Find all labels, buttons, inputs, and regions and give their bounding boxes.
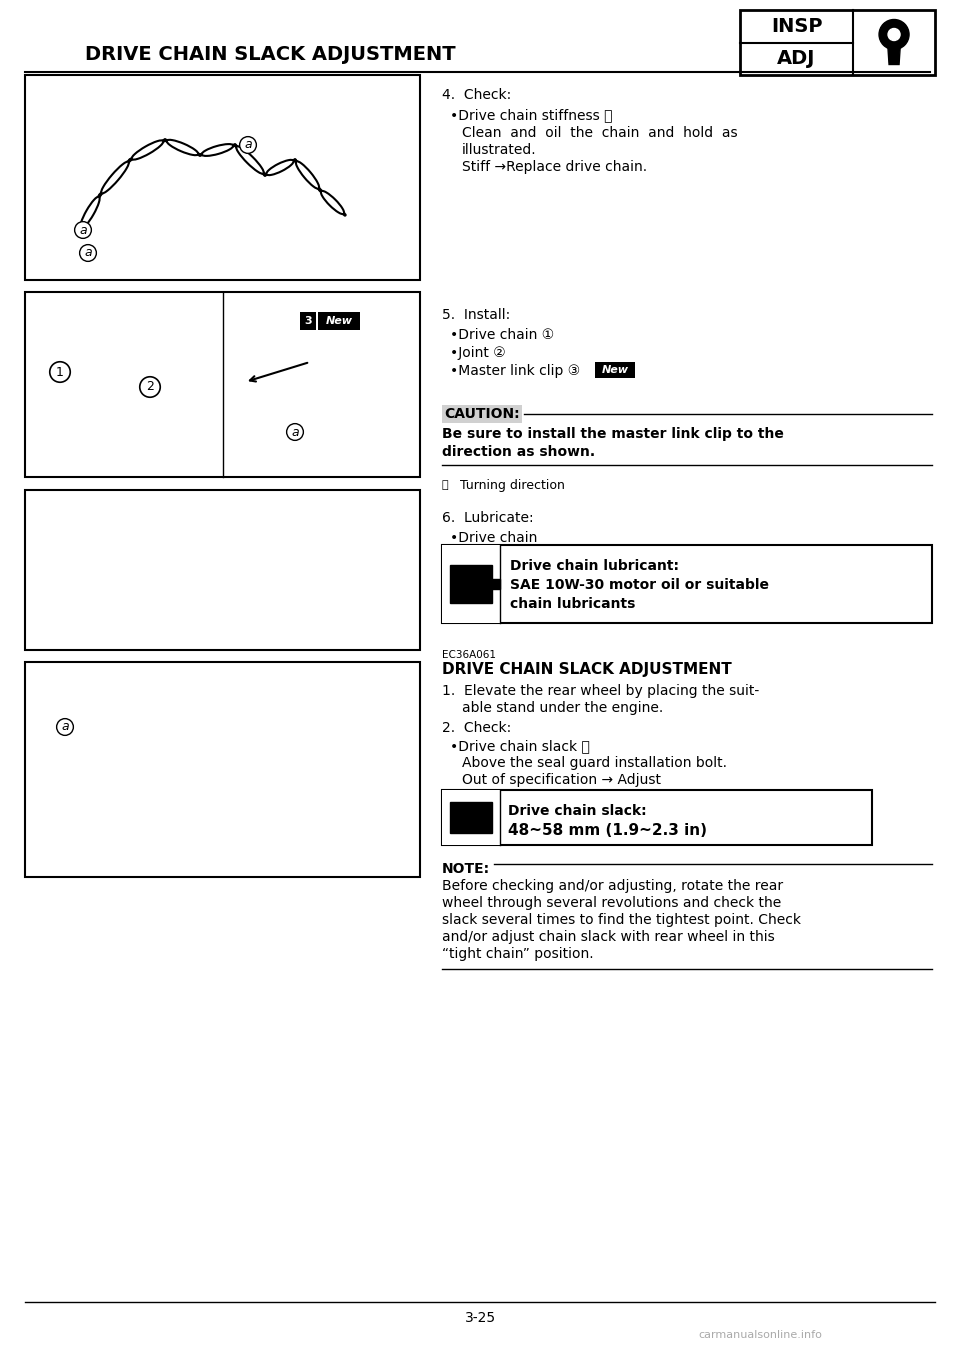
Text: Clean  and  oil  the  chain  and  hold  as: Clean and oil the chain and hold as bbox=[462, 126, 737, 140]
Text: illustrated.: illustrated. bbox=[462, 143, 537, 158]
Text: Drive chain slack:: Drive chain slack: bbox=[508, 804, 647, 818]
Text: a: a bbox=[244, 139, 252, 152]
Text: and/or adjust chain slack with rear wheel in this: and/or adjust chain slack with rear whee… bbox=[442, 930, 775, 944]
Text: New: New bbox=[325, 316, 352, 326]
Bar bbox=[740, 10, 935, 75]
Text: 3-25: 3-25 bbox=[465, 1310, 495, 1325]
Bar bbox=[595, 363, 635, 378]
Circle shape bbox=[879, 19, 909, 49]
Ellipse shape bbox=[321, 191, 344, 215]
Ellipse shape bbox=[81, 197, 100, 228]
Text: 3: 3 bbox=[304, 316, 312, 326]
Text: 48~58 mm (1.9~2.3 in): 48~58 mm (1.9~2.3 in) bbox=[508, 823, 707, 838]
Polygon shape bbox=[492, 579, 500, 589]
Text: INSP: INSP bbox=[771, 16, 823, 35]
Text: New: New bbox=[602, 365, 629, 375]
Text: 5.  Install:: 5. Install: bbox=[442, 308, 511, 322]
Text: CAUTION:: CAUTION: bbox=[444, 407, 519, 421]
Text: SAE 10W-30 motor oil or suitable: SAE 10W-30 motor oil or suitable bbox=[510, 579, 769, 592]
Text: EC36A061: EC36A061 bbox=[442, 650, 496, 660]
Text: 1: 1 bbox=[56, 365, 64, 379]
Text: “tight chain” position.: “tight chain” position. bbox=[442, 947, 593, 961]
Text: able stand under the engine.: able stand under the engine. bbox=[462, 701, 663, 716]
Bar bbox=[318, 312, 360, 330]
Ellipse shape bbox=[236, 147, 264, 174]
Bar bbox=[442, 545, 500, 623]
Text: a: a bbox=[84, 247, 92, 259]
Ellipse shape bbox=[167, 140, 199, 155]
Text: 1: 1 bbox=[56, 365, 64, 379]
Text: Stiff →Replace drive chain.: Stiff →Replace drive chain. bbox=[462, 160, 647, 174]
Text: 4.  Check:: 4. Check: bbox=[442, 88, 512, 102]
Bar bbox=[318, 312, 360, 330]
Text: •Drive chain: •Drive chain bbox=[450, 531, 538, 545]
Text: Be sure to install the master link clip to the: Be sure to install the master link clip … bbox=[442, 426, 784, 441]
Text: 2: 2 bbox=[146, 380, 154, 394]
Text: DRIVE CHAIN SLACK ADJUSTMENT: DRIVE CHAIN SLACK ADJUSTMENT bbox=[84, 46, 455, 64]
Text: a: a bbox=[61, 721, 69, 733]
Bar bbox=[442, 790, 500, 845]
Text: carmanualsonline.info: carmanualsonline.info bbox=[698, 1329, 822, 1340]
Polygon shape bbox=[887, 34, 901, 64]
Text: •Joint ②: •Joint ② bbox=[450, 346, 506, 360]
Text: chain lubricants: chain lubricants bbox=[510, 598, 636, 611]
Text: 2.  Check:: 2. Check: bbox=[442, 721, 512, 735]
Ellipse shape bbox=[202, 144, 233, 156]
Text: Out of specification → Adjust: Out of specification → Adjust bbox=[462, 773, 661, 788]
Text: ⓐ: ⓐ bbox=[442, 479, 448, 490]
Bar bbox=[300, 312, 316, 330]
Text: 1.  Elevate the rear wheel by placing the suit-: 1. Elevate the rear wheel by placing the… bbox=[442, 684, 759, 698]
Bar bbox=[25, 661, 420, 877]
Text: slack several times to find the tightest point. Check: slack several times to find the tightest… bbox=[442, 913, 801, 928]
Text: •Drive chain stiffness ⓐ: •Drive chain stiffness ⓐ bbox=[450, 109, 612, 122]
Ellipse shape bbox=[296, 162, 319, 189]
Wedge shape bbox=[880, 19, 908, 33]
Text: New: New bbox=[325, 316, 352, 326]
Circle shape bbox=[888, 29, 900, 41]
Ellipse shape bbox=[132, 140, 163, 160]
Bar bbox=[442, 405, 522, 422]
Text: a: a bbox=[79, 224, 86, 236]
Bar bbox=[442, 790, 872, 845]
Text: DRIVE CHAIN SLACK ADJUSTMENT: DRIVE CHAIN SLACK ADJUSTMENT bbox=[442, 661, 732, 678]
Ellipse shape bbox=[266, 160, 294, 175]
Text: •Master link clip ③: •Master link clip ③ bbox=[450, 364, 580, 378]
Ellipse shape bbox=[101, 162, 129, 193]
Text: a: a bbox=[291, 425, 299, 439]
Text: direction as shown.: direction as shown. bbox=[442, 445, 595, 459]
Bar bbox=[25, 292, 420, 477]
Text: Before checking and/or adjusting, rotate the rear: Before checking and/or adjusting, rotate… bbox=[442, 879, 783, 894]
Polygon shape bbox=[450, 803, 492, 832]
Text: Turning direction: Turning direction bbox=[460, 479, 564, 492]
Text: •Drive chain slack ⓐ: •Drive chain slack ⓐ bbox=[450, 739, 589, 752]
Bar bbox=[442, 545, 932, 623]
Text: Drive chain lubricant:: Drive chain lubricant: bbox=[510, 559, 679, 573]
Bar bbox=[25, 490, 420, 650]
Text: wheel through several revolutions and check the: wheel through several revolutions and ch… bbox=[442, 896, 781, 910]
Text: NOTE:: NOTE: bbox=[442, 862, 491, 876]
Text: Above the seal guard installation bolt.: Above the seal guard installation bolt. bbox=[462, 756, 727, 770]
Text: •Drive chain ①: •Drive chain ① bbox=[450, 329, 554, 342]
Bar bbox=[25, 75, 420, 280]
Polygon shape bbox=[450, 565, 492, 603]
Text: 6.  Lubricate:: 6. Lubricate: bbox=[442, 511, 534, 526]
Text: ADJ: ADJ bbox=[778, 49, 816, 68]
